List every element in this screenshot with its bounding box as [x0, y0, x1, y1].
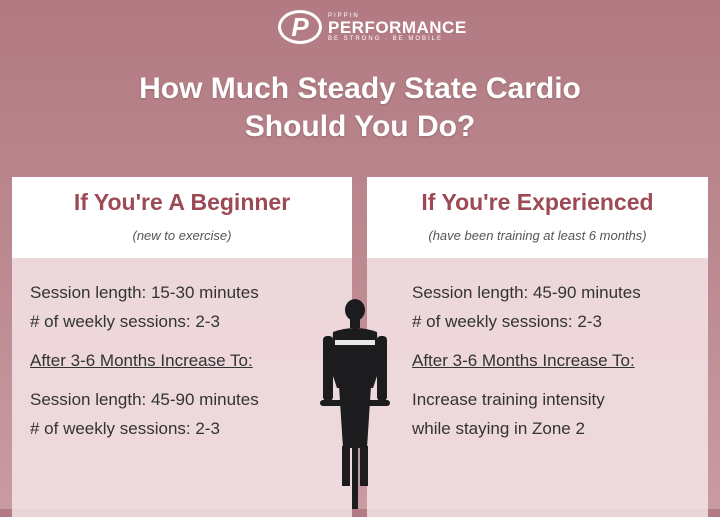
increase-heading: After 3-6 Months Increase To:: [412, 351, 635, 370]
card-subheading: (new to exercise): [132, 228, 232, 243]
card-heading: If You're Experienced: [421, 189, 654, 215]
session-length-later: Session length: 45-90 minutes: [30, 390, 259, 409]
weekly-sessions: # of weekly sessions: 2-3: [412, 312, 602, 331]
beginner-card: If You're A Beginner (new to exercise) S…: [12, 177, 352, 517]
weekly-sessions-later: # of weekly sessions: 2-3: [30, 419, 220, 438]
intensity-line-2: while staying in Zone 2: [412, 419, 585, 438]
page-title: How Much Steady State Cardio Should You …: [0, 70, 720, 146]
experienced-card: If You're Experienced (have been trainin…: [367, 177, 708, 517]
increase-heading: After 3-6 Months Increase To:: [30, 351, 253, 370]
cyclist-image: [320, 299, 390, 509]
logo: P PIPPIN PERFORMANCE BE STRONG · BE MOBI…: [278, 10, 467, 44]
logo-tagline: BE STRONG · BE MOBILE: [328, 35, 444, 42]
card-subheading: (have been training at least 6 months): [428, 228, 647, 243]
intensity-line-1: Increase training intensity: [412, 390, 605, 409]
session-length: Session length: 15-30 minutes: [30, 283, 259, 302]
title-line-2: Should You Do?: [244, 110, 476, 143]
card-heading: If You're A Beginner: [73, 189, 291, 215]
title-line-1: How Much Steady State Cardio: [139, 72, 581, 105]
jersey-stripe: [335, 340, 375, 345]
weekly-sessions: # of weekly sessions: 2-3: [30, 312, 220, 331]
logo-mark: P: [278, 10, 322, 44]
session-length: Session length: 45-90 minutes: [412, 283, 641, 302]
logo-brand-small: PIPPIN: [328, 12, 360, 19]
logo-brand: PERFORMANCE: [328, 17, 467, 37]
